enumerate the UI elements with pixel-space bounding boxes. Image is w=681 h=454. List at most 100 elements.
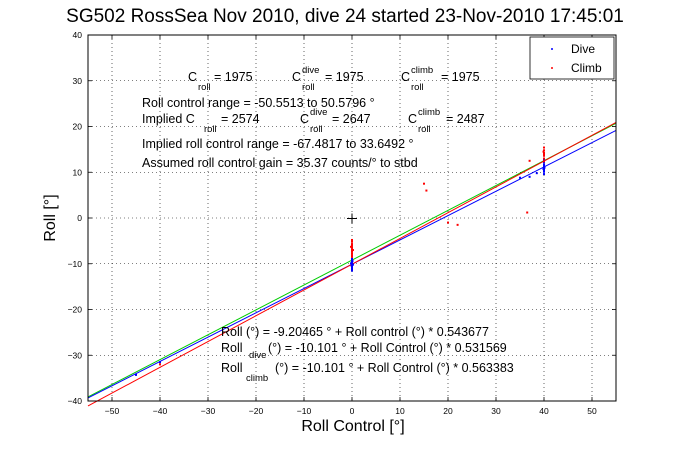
climb-point bbox=[543, 157, 545, 160]
dive-point bbox=[535, 172, 538, 175]
annotation-eq-climb: Roll climb (°) = -10.101 ° + Roll Contro… bbox=[221, 361, 514, 384]
x-tick-label: −40 bbox=[153, 406, 168, 416]
c-roll-dive-sub: roll bbox=[302, 82, 315, 93]
annotation-eq-dive: Roll dive (°) = -10.101 ° + Roll Control… bbox=[221, 341, 507, 361]
dive-point bbox=[543, 165, 545, 168]
eq-dive-label: Roll bbox=[221, 341, 243, 355]
x-tick-label: 30 bbox=[491, 406, 501, 416]
legend: Dive Climb bbox=[529, 36, 615, 80]
annotation-eq-fit: Roll (°) = -9.20465 ° + Roll control (°)… bbox=[221, 325, 489, 339]
dive-point bbox=[351, 268, 353, 271]
x-tick-label: 10 bbox=[395, 406, 405, 416]
climb-point bbox=[447, 221, 449, 224]
chart-title: SG502 RossSea Nov 2010, dive 24 started … bbox=[66, 6, 624, 27]
implied-c-value: = 2574 bbox=[221, 112, 260, 126]
y-tick-label: 10 bbox=[73, 167, 83, 177]
climb-point bbox=[528, 159, 531, 162]
y-tick-label: −10 bbox=[68, 259, 83, 269]
origin-marker bbox=[347, 213, 357, 224]
annotation-implied-c: Implied C roll = 2574 C dive roll = 2647… bbox=[142, 107, 485, 135]
implied-c-label: Implied C bbox=[142, 112, 195, 126]
x-tick-label: −20 bbox=[249, 406, 264, 416]
annotation-range: Roll control range = -50.5513 to 50.5796… bbox=[142, 96, 375, 110]
y-tick-label: −40 bbox=[68, 396, 83, 406]
x-axis-label: Roll Control [°] bbox=[301, 418, 404, 435]
climb-point bbox=[351, 240, 353, 243]
annotation-c-roll: C roll = 1975 C dive roll = 1975 C climb… bbox=[188, 65, 480, 93]
dive-point bbox=[543, 170, 545, 173]
x-tick-label: −10 bbox=[297, 406, 312, 416]
x-tick-label: −50 bbox=[105, 406, 120, 416]
climb-point bbox=[351, 252, 353, 255]
climb-point bbox=[542, 150, 545, 153]
climb-point bbox=[543, 154, 545, 157]
dive-point bbox=[543, 173, 545, 176]
dive-point bbox=[351, 269, 353, 272]
climb-point bbox=[351, 238, 353, 241]
dive-point bbox=[135, 373, 137, 376]
axis-ticks: −50 −40 −30 −20 −10 0 10 20 30 40 50 −40 −30 −20 −10 0 1… bbox=[68, 30, 616, 416]
legend-label-dive: Dive bbox=[571, 42, 595, 56]
x-tick-label: −30 bbox=[201, 406, 216, 416]
dive-point bbox=[350, 262, 353, 265]
c-roll-sub: roll bbox=[198, 82, 211, 93]
x-tick-label: 0 bbox=[350, 406, 355, 416]
climb-point bbox=[423, 182, 425, 185]
climb-point bbox=[543, 149, 545, 152]
eq-climb-text: (°) = -10.101 ° + Roll Control (°) * 0.5… bbox=[275, 361, 514, 375]
climb-point bbox=[351, 255, 353, 258]
c-roll-dive-value: = 1975 bbox=[325, 70, 364, 84]
climb-point bbox=[543, 160, 545, 163]
climb-point bbox=[351, 243, 353, 246]
dive-point bbox=[351, 260, 354, 263]
y-tick-label: −30 bbox=[68, 350, 83, 360]
dive-point bbox=[351, 263, 354, 266]
legend-marker-dive bbox=[551, 48, 553, 50]
climb-point bbox=[350, 245, 353, 248]
legend-label-climb: Climb bbox=[571, 61, 602, 75]
x-tick-label: 40 bbox=[539, 406, 549, 416]
annotation-gain: Assumed roll control gain = 35.37 counts… bbox=[142, 156, 418, 170]
y-tick-label: 20 bbox=[73, 122, 83, 132]
implied-c-climb-sup: climb bbox=[418, 107, 440, 118]
legend-marker-climb bbox=[551, 67, 553, 69]
dive-point bbox=[528, 175, 531, 178]
implied-c-climb-sub: roll bbox=[418, 124, 431, 135]
climb-point bbox=[543, 146, 545, 149]
dive-point bbox=[543, 163, 545, 166]
climb-point bbox=[351, 250, 353, 253]
eq-climb-sub: climb bbox=[246, 373, 268, 384]
dive-point bbox=[351, 266, 353, 269]
climb-point bbox=[351, 249, 354, 252]
implied-c-climb-label: C bbox=[408, 112, 417, 126]
c-roll-climb-value: = 1975 bbox=[441, 70, 480, 84]
implied-c-dive-sup: dive bbox=[310, 107, 327, 118]
implied-c-dive-label: C bbox=[300, 112, 309, 126]
y-tick-label: −20 bbox=[68, 305, 83, 315]
climb-point bbox=[159, 363, 161, 366]
c-roll-climb-sup: climb bbox=[411, 65, 433, 76]
y-tick-label: 40 bbox=[73, 30, 83, 40]
c-roll-dive-label: C bbox=[292, 70, 301, 84]
y-axis-label: Roll [°] bbox=[42, 194, 59, 241]
annotation-implied-range: Implied roll control range = -67.4817 to… bbox=[142, 137, 414, 151]
dive-point bbox=[542, 168, 545, 171]
implied-c-sub: roll bbox=[204, 124, 217, 135]
eq-dive-sub: dive bbox=[249, 350, 266, 361]
data-points bbox=[135, 146, 546, 376]
c-roll-value: = 1975 bbox=[214, 70, 253, 84]
legend-box bbox=[529, 36, 615, 80]
c-roll-climb-sub: roll bbox=[411, 82, 424, 93]
climb-point bbox=[425, 189, 428, 192]
climb-point bbox=[456, 223, 459, 226]
eq-climb-label: Roll bbox=[221, 361, 243, 375]
c-roll-label: C bbox=[188, 70, 197, 84]
dive-point bbox=[351, 257, 353, 260]
climb-point bbox=[526, 211, 529, 214]
y-tick-label: 30 bbox=[73, 76, 83, 86]
grid-lines bbox=[88, 34, 616, 402]
dive-point bbox=[519, 176, 521, 179]
dive-point bbox=[350, 264, 353, 267]
implied-c-climb-value: = 2487 bbox=[446, 112, 485, 126]
